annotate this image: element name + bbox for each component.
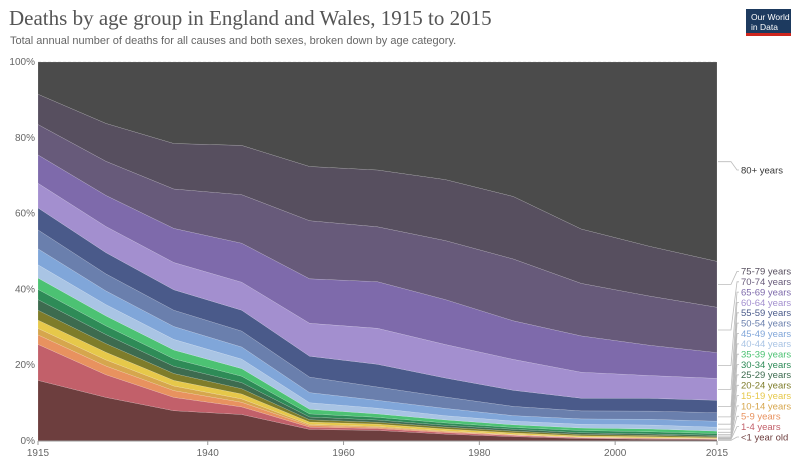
legend-connector (718, 384, 739, 438)
legend-connector (718, 322, 739, 418)
legend-connector (718, 364, 739, 435)
legend-connector (718, 353, 739, 433)
legend-label[interactable]: 25-29 years (741, 370, 791, 381)
legend-label[interactable]: 5-9 years (741, 412, 781, 423)
legend-label[interactable]: 1-4 years (741, 422, 781, 433)
legend-connector (718, 161, 739, 171)
area-series-13[interactable] (37, 182, 718, 401)
y-tick-label: 60% (15, 209, 35, 220)
legend-label[interactable]: 75-79 years (741, 267, 791, 278)
area-series (37, 61, 718, 442)
area-series-8[interactable] (37, 277, 718, 434)
y-tick-label: 20% (15, 360, 35, 371)
legend-label[interactable]: 10-14 years (741, 401, 791, 412)
legend-connector (718, 405, 739, 439)
logo-line-1: Our World (751, 12, 790, 22)
legend-connector (718, 436, 739, 441)
chart-subtitle: Total annual number of deaths for all ca… (10, 35, 457, 47)
x-tick-label: 2015 (706, 448, 729, 459)
legend-label[interactable]: 80+ years (741, 165, 783, 176)
y-tick-label: 80% (15, 133, 35, 144)
legend-label[interactable]: 45-49 years (741, 329, 791, 340)
legend-label[interactable]: 70-74 years (741, 277, 791, 288)
legend-connector (718, 312, 739, 407)
legend-connector (718, 271, 739, 285)
legend-connector (718, 333, 739, 425)
logo-line-2: in Data (751, 22, 778, 32)
legend-label[interactable]: 30-34 years (741, 360, 791, 371)
y-tick-label: 40% (15, 284, 35, 295)
x-tick-label: 1960 (332, 448, 355, 459)
owid-logo[interactable]: Our World in Data (746, 9, 791, 36)
x-tick-label: 1915 (27, 448, 50, 459)
y-tick-label: 100% (9, 57, 35, 68)
y-axis-ticks: 0% 20% 40% 60% 80% 100% (9, 57, 35, 447)
legend-connector (718, 415, 739, 440)
legend-label[interactable]: 15-19 years (741, 391, 791, 402)
legend-label[interactable]: 50-54 years (741, 318, 791, 329)
legend-label[interactable]: <1 year old (741, 432, 788, 443)
area-series-7[interactable] (37, 289, 718, 436)
legend-connector (718, 281, 739, 331)
legend-label[interactable]: 20-24 years (741, 381, 791, 392)
legend-label[interactable]: 65-69 years (741, 287, 791, 298)
legend-label[interactable]: 60-64 years (741, 298, 791, 309)
legend-connector (718, 395, 739, 439)
chart-title: Deaths by age group in England and Wales… (9, 6, 492, 30)
legend-label[interactable]: 40-44 years (741, 339, 791, 350)
area-series-17[interactable] (37, 61, 718, 262)
y-tick-label: 0% (21, 436, 36, 447)
x-axis-ticks: 1915 1940 1960 1980 2000 2015 (27, 440, 729, 459)
area-series-15[interactable] (37, 124, 718, 353)
x-tick-label: 1940 (197, 448, 220, 459)
legend-connector (718, 343, 739, 430)
legend-connector (718, 291, 739, 366)
legend-label[interactable]: 35-39 years (741, 350, 791, 361)
legend-connector (718, 374, 739, 437)
x-tick-label: 2000 (604, 448, 627, 459)
legend-connector (718, 302, 739, 390)
x-tick-label: 1980 (468, 448, 491, 459)
legend-label[interactable]: 55-59 years (741, 308, 791, 319)
